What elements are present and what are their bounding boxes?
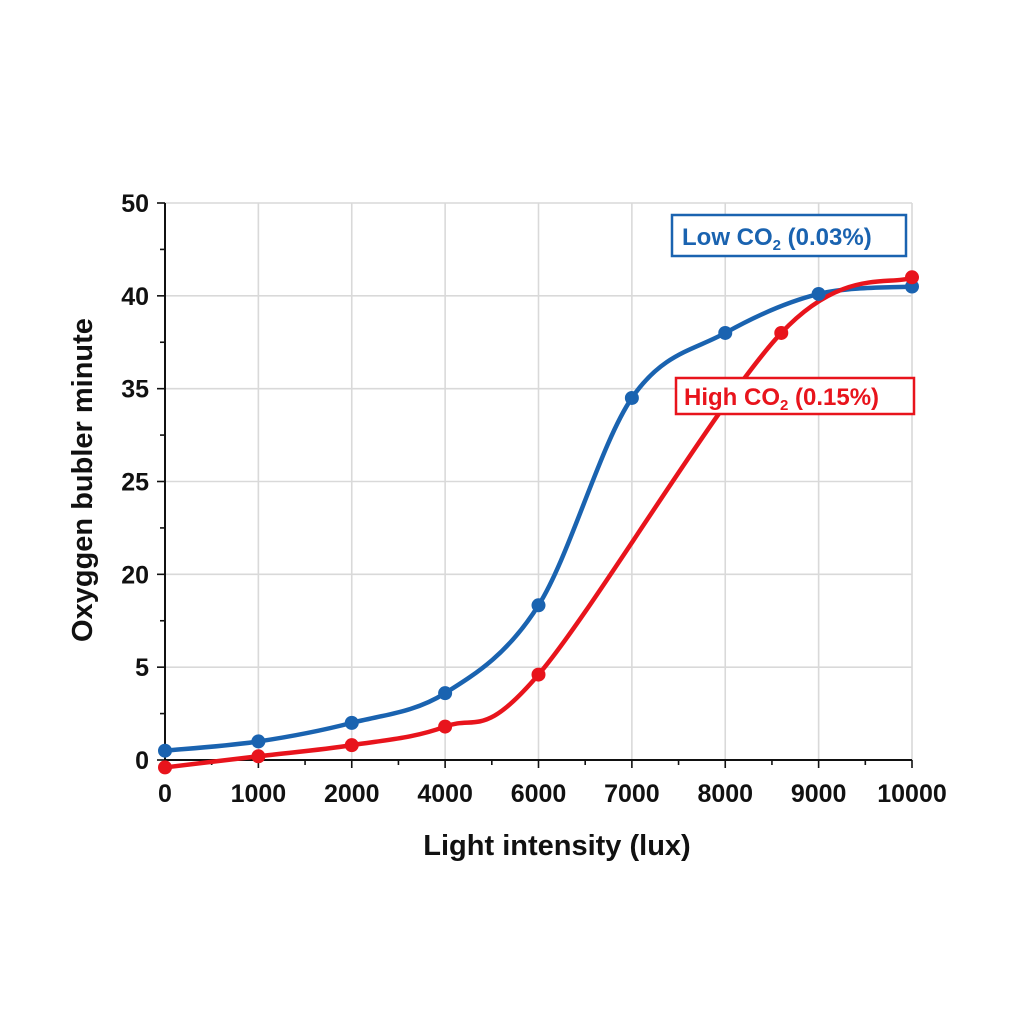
data-point-0: [438, 686, 453, 701]
data-point-0: [344, 715, 359, 730]
data-point-1: [158, 760, 172, 775]
y-tick-label: 20: [121, 561, 149, 589]
data-point-0: [251, 734, 266, 749]
y-axis-title: Oxyggen bubler minute: [67, 318, 99, 642]
x-tick-label: 1000: [231, 780, 287, 808]
y-tick-label: 5: [135, 654, 149, 682]
series-line-0: [162, 284, 915, 753]
x-tick-label: 9000: [791, 780, 847, 808]
legend-low-co2-label: Low CO2 (0.03%): [682, 224, 872, 254]
x-tick-label: 0: [158, 780, 172, 808]
y-tick-label: 50: [121, 190, 149, 218]
data-point-1: [251, 749, 266, 764]
data-point-0: [158, 743, 172, 758]
x-tick-label: 10000: [877, 780, 947, 808]
data-point-0: [624, 390, 639, 405]
x-tick-label: 7000: [604, 780, 660, 808]
data-point-0: [718, 325, 733, 340]
data-point-0: [531, 598, 546, 613]
axes: [157, 202, 913, 768]
y-axis-ticks: 0 5 20 25 35 40 50: [121, 190, 149, 775]
y-tick-label: 40: [121, 283, 149, 311]
x-axis-title: Light intensity (lux): [423, 830, 690, 862]
y-tick-label: 0: [135, 747, 149, 775]
y-tick-label: 25: [121, 469, 149, 497]
legend-low-co2-box: [670, 213, 908, 258]
y-tick-label: 35: [121, 376, 149, 404]
legend-low-co2: Low CO2 (0.03%): [670, 213, 908, 258]
data-point-1: [905, 270, 919, 285]
legend-high-co2-label: High CO2 (0.15%): [684, 384, 879, 414]
data-point-1: [438, 719, 453, 734]
data-point-1: [344, 738, 359, 753]
data-point-0: [811, 286, 826, 301]
x-tick-label: 4000: [417, 780, 473, 808]
x-tick-label: 2000: [324, 780, 380, 808]
series-points: [158, 270, 919, 775]
x-tick-label: 8000: [697, 780, 753, 808]
x-tick-label: 6000: [511, 780, 567, 808]
data-point-1: [774, 325, 789, 340]
data-point-1: [531, 667, 546, 682]
x-axis-ticks: 0 1000 2000 4000 6000 7000 8000 9000 10000: [158, 780, 947, 808]
legend-high-co2: High CO2 (0.15%): [674, 376, 916, 416]
legend-high-co2-box: [674, 376, 916, 416]
